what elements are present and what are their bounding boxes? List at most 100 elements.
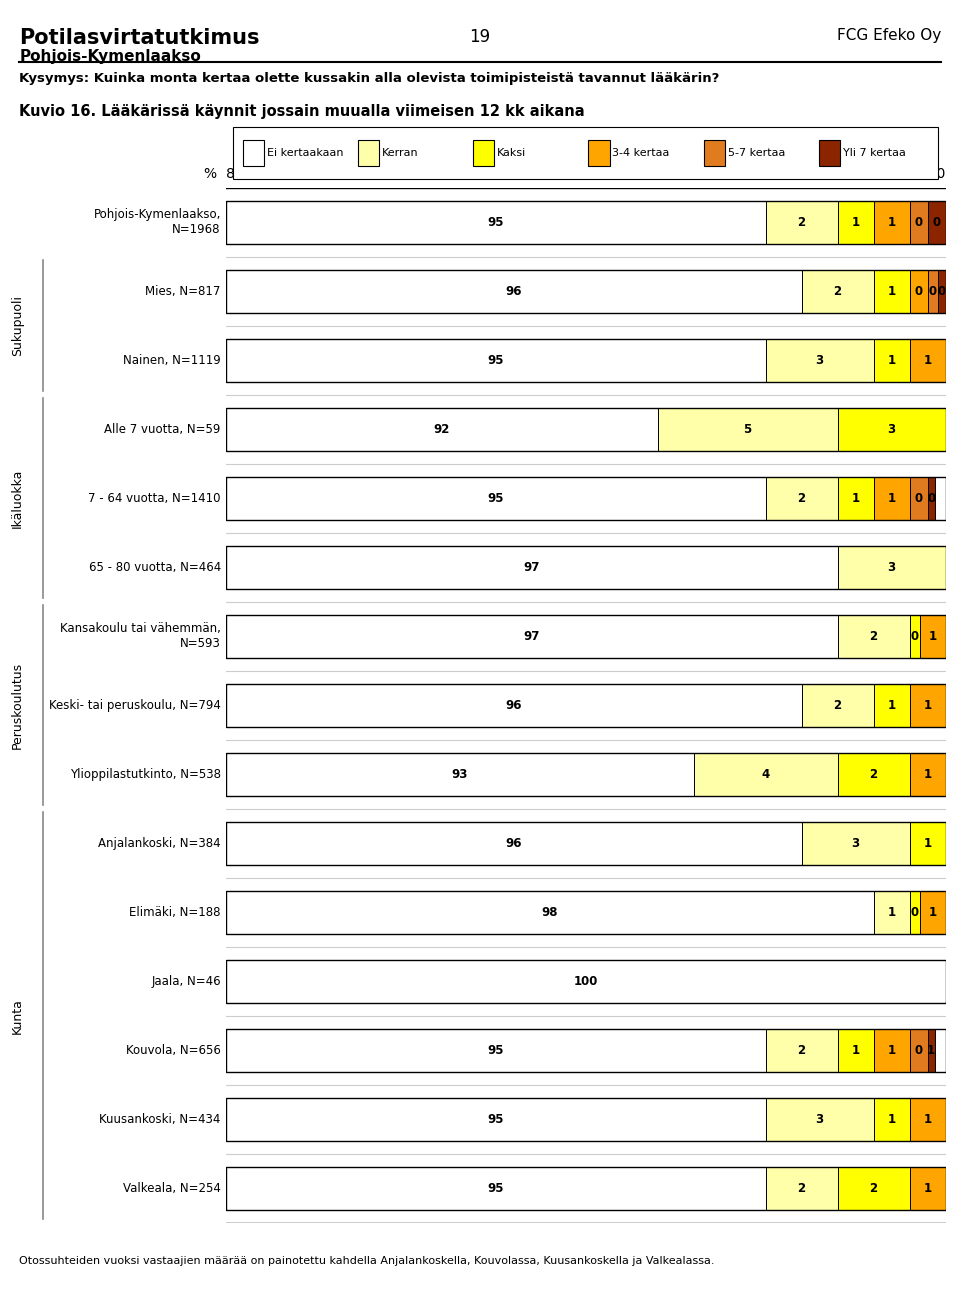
Text: 93: 93	[451, 767, 468, 780]
Bar	[909, 269, 927, 313]
Text: Yli 7 kertaa: Yli 7 kertaa	[843, 148, 905, 158]
Text: 1: 1	[927, 1044, 935, 1057]
Bar	[226, 822, 802, 864]
Bar	[837, 1167, 909, 1210]
Text: 1: 1	[852, 1044, 859, 1057]
Text: 1: 1	[924, 1181, 931, 1194]
Bar	[226, 1029, 765, 1071]
Text: 3: 3	[888, 560, 896, 573]
Bar	[927, 201, 946, 243]
Bar	[921, 615, 946, 657]
Bar	[226, 201, 946, 243]
Bar	[226, 546, 946, 589]
Text: 65 - 80 vuotta, N=464: 65 - 80 vuotta, N=464	[88, 560, 221, 573]
Text: 97: 97	[523, 560, 540, 573]
Bar	[226, 269, 802, 313]
Text: Ylioppilastutkinto, N=538: Ylioppilastutkinto, N=538	[70, 767, 221, 780]
Text: 96: 96	[505, 837, 522, 850]
Bar	[226, 339, 765, 382]
Text: 0: 0	[911, 906, 919, 919]
Bar	[938, 269, 946, 313]
Text: Otossuhteiden vuoksi vastaajien määrää on painotettu kahdella Anjalankoskella, K: Otossuhteiden vuoksi vastaajien määrää o…	[19, 1255, 714, 1266]
Text: 0: 0	[915, 216, 923, 229]
Text: 2: 2	[833, 699, 842, 712]
Bar	[909, 1029, 927, 1071]
Text: Pohjois-Kymenlaakso: Pohjois-Kymenlaakso	[19, 49, 201, 65]
Text: 2: 2	[870, 1181, 877, 1194]
Bar	[765, 1029, 837, 1071]
Text: 96: 96	[505, 699, 522, 712]
Text: 1: 1	[888, 1044, 896, 1057]
Text: 2: 2	[870, 767, 877, 780]
Text: Ikäluokka: Ikäluokka	[11, 468, 24, 528]
Text: 0: 0	[915, 285, 923, 298]
Text: 92: 92	[433, 423, 450, 436]
Text: Kuvio 16. Lääkärissä käynnit jossain muualla viimeisen 12 kk aikana: Kuvio 16. Lääkärissä käynnit jossain muu…	[19, 104, 585, 119]
Bar	[226, 753, 693, 796]
Bar	[874, 201, 909, 243]
Bar	[837, 615, 909, 657]
Bar	[226, 683, 946, 727]
Text: 95: 95	[488, 492, 504, 505]
Text: Alle 7 vuotta, N=59: Alle 7 vuotta, N=59	[105, 423, 221, 436]
Bar	[765, 1167, 837, 1210]
Bar	[226, 1097, 765, 1141]
Text: 0: 0	[915, 1044, 923, 1057]
Text: Kunta: Kunta	[11, 998, 24, 1034]
Text: 1: 1	[888, 906, 896, 919]
Text: 80: 80	[226, 167, 243, 181]
Text: Potilasvirtatutkimus: Potilasvirtatutkimus	[19, 28, 260, 48]
Bar	[226, 339, 946, 382]
Bar	[226, 1167, 765, 1210]
Bar	[226, 615, 946, 657]
Bar	[226, 683, 802, 727]
Text: 1: 1	[852, 492, 859, 505]
Text: 0: 0	[929, 285, 937, 298]
Bar	[909, 476, 927, 520]
Bar	[909, 822, 946, 864]
Bar	[226, 1167, 946, 1210]
Text: 1: 1	[888, 216, 896, 229]
Text: 0: 0	[915, 492, 923, 505]
Text: 100: 100	[573, 974, 598, 987]
Bar	[226, 408, 946, 450]
Bar	[874, 339, 909, 382]
Text: 3: 3	[816, 353, 824, 366]
Bar	[909, 683, 946, 727]
Bar	[226, 960, 946, 1003]
Text: 1: 1	[888, 699, 896, 712]
Bar	[909, 890, 921, 934]
Text: Mies, N=817: Mies, N=817	[145, 285, 221, 298]
Text: 1: 1	[924, 837, 931, 850]
Text: FCG Efeko Oy: FCG Efeko Oy	[836, 28, 941, 44]
Text: 2: 2	[798, 492, 805, 505]
Text: 95: 95	[488, 1044, 504, 1057]
Text: 1: 1	[924, 1113, 931, 1126]
Bar	[765, 476, 837, 520]
Text: 3-4 kertaa: 3-4 kertaa	[612, 148, 670, 158]
Bar	[226, 960, 946, 1003]
Text: 0: 0	[938, 285, 946, 298]
Text: 2: 2	[798, 1044, 805, 1057]
Bar	[909, 201, 927, 243]
Text: 95: 95	[488, 353, 504, 366]
Bar	[693, 753, 837, 796]
Text: 95: 95	[488, 216, 504, 229]
Bar	[874, 476, 909, 520]
Text: 3: 3	[816, 1113, 824, 1126]
Text: 5-7 kertaa: 5-7 kertaa	[728, 148, 785, 158]
Text: 1: 1	[924, 767, 931, 780]
Text: 1: 1	[929, 630, 937, 643]
Bar	[909, 615, 921, 657]
Text: 1: 1	[924, 353, 931, 366]
Text: Pohjois-Kymenlaakso,
N=1968: Pohjois-Kymenlaakso, N=1968	[93, 208, 221, 236]
Bar	[226, 476, 946, 520]
Bar	[874, 890, 909, 934]
Text: 95: 95	[488, 1181, 504, 1194]
Text: 5: 5	[743, 423, 752, 436]
Bar	[909, 1167, 946, 1210]
Bar	[837, 546, 946, 589]
Text: 3: 3	[888, 423, 896, 436]
Text: Kansakoulu tai vähemmän,
N=593: Kansakoulu tai vähemmän, N=593	[60, 622, 221, 650]
Text: Jaala, N=46: Jaala, N=46	[151, 974, 221, 987]
